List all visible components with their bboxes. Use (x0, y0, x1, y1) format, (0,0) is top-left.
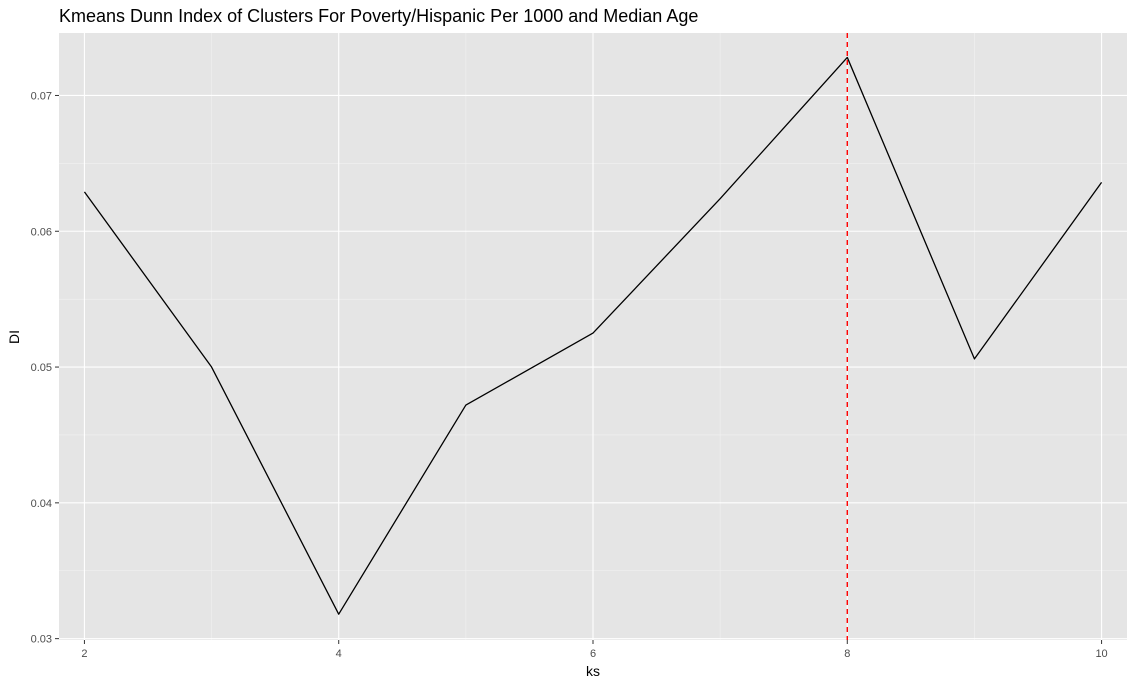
x-tick-label: 4 (336, 648, 342, 660)
x-tick-label: 8 (844, 648, 850, 660)
y-tick-label: 0.06 (31, 226, 52, 238)
x-tick-label: 10 (1095, 648, 1107, 660)
x-tick-label: 2 (81, 648, 87, 660)
y-tick-label: 0.04 (31, 498, 52, 510)
y-axis: 0.03 0.04 0.05 0.06 0.07 (31, 90, 59, 646)
grid-major (59, 33, 1127, 640)
y-axis-title: DI (6, 330, 22, 344)
y-tick-label: 0.07 (31, 90, 52, 102)
series-line (83, 56, 1103, 615)
y-tick-label: 0.05 (31, 362, 52, 374)
x-axis: 2 4 6 8 10 (81, 640, 1108, 660)
x-tick-label: 6 (590, 648, 596, 660)
data-layer (83, 56, 1103, 615)
chart-title: Kmeans Dunn Index of Clusters For Povert… (59, 6, 698, 26)
y-tick-label: 0.03 (31, 634, 52, 646)
x-axis-title: ks (586, 663, 600, 679)
